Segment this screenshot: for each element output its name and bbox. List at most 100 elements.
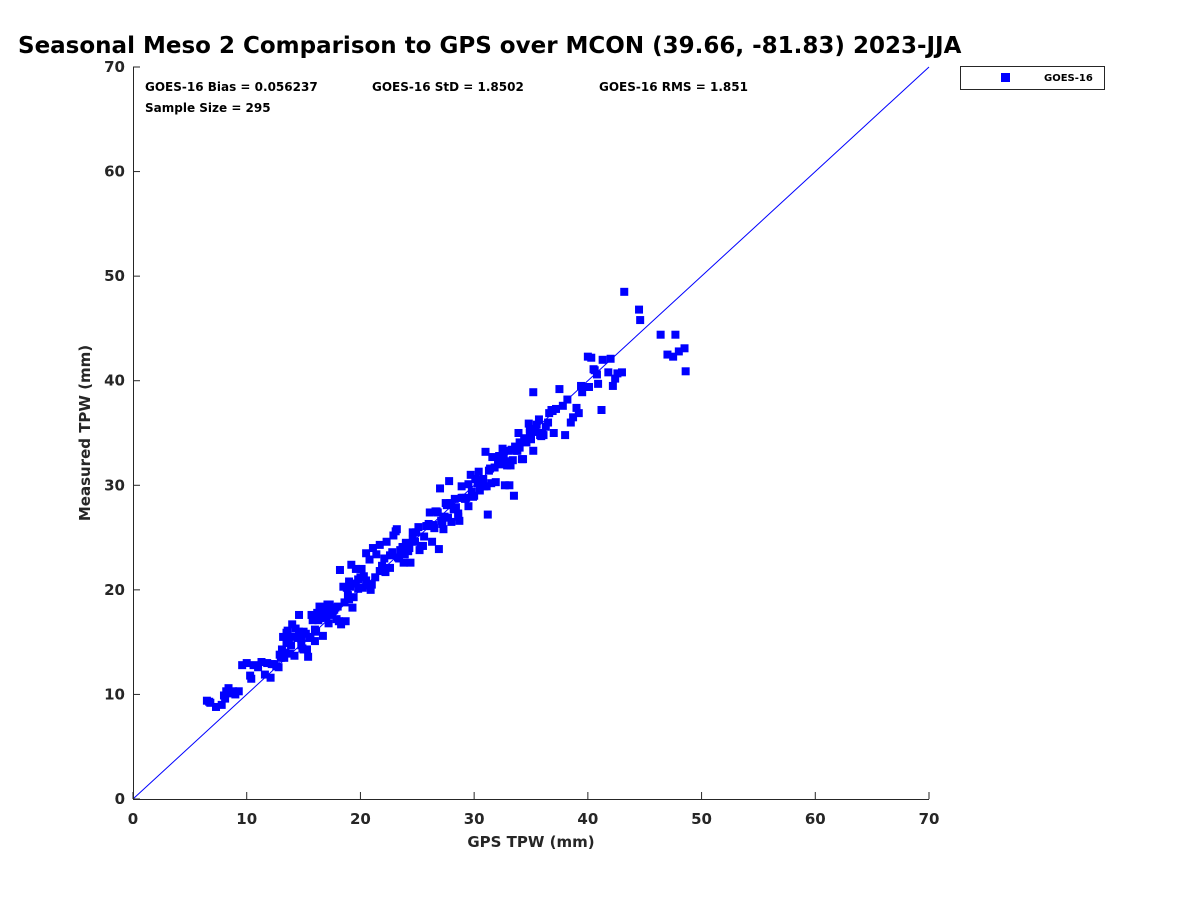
data-point <box>680 344 689 353</box>
data-point <box>498 444 507 453</box>
data-point <box>482 482 491 491</box>
data-point <box>671 330 680 339</box>
data-point <box>587 353 596 362</box>
data-point <box>620 287 629 296</box>
data-point <box>483 510 492 519</box>
data-point <box>297 635 306 644</box>
x-ticks: 0 10 20 30 40 50 60 70 <box>128 792 940 828</box>
data-point <box>335 565 344 574</box>
data-point <box>428 537 437 546</box>
data-point <box>290 651 299 660</box>
data-point <box>396 546 405 555</box>
data-point <box>365 555 374 564</box>
data-point <box>598 355 607 364</box>
data-point <box>436 484 445 493</box>
data-point <box>382 537 391 546</box>
data-point <box>592 370 601 379</box>
data-point <box>388 548 397 557</box>
data-point <box>343 591 352 600</box>
data-point <box>281 648 290 657</box>
data-point <box>412 528 421 537</box>
data-point <box>569 413 578 422</box>
data-point <box>488 453 497 462</box>
data-point <box>635 305 644 314</box>
data-point <box>270 660 279 669</box>
data-point <box>276 653 285 662</box>
data-point <box>522 438 531 447</box>
data-point <box>372 550 381 559</box>
data-point <box>447 517 456 526</box>
chart-title: Seasonal Meso 2 Comparison to GPS over M… <box>18 33 962 59</box>
data-point <box>416 541 425 550</box>
bias-stat: GOES-16 Bias = 0.056237 <box>145 80 318 94</box>
data-point <box>285 649 294 658</box>
data-point <box>302 645 311 654</box>
data-point <box>464 480 473 489</box>
data-point <box>617 368 626 377</box>
data-point <box>495 452 504 461</box>
data-point <box>375 567 384 576</box>
data-point <box>399 558 408 567</box>
data-point <box>205 697 214 706</box>
data-point <box>525 424 534 433</box>
data-point <box>424 519 433 528</box>
data-point <box>320 612 329 620</box>
data-point <box>441 499 450 508</box>
data-point <box>486 464 495 473</box>
data-point <box>310 637 319 646</box>
data-point <box>401 538 410 547</box>
x-tick-label: 70 <box>919 810 940 828</box>
data-point <box>238 661 247 670</box>
std-stat: GOES-16 StD = 1.8502 <box>372 80 524 94</box>
data-point <box>656 330 665 339</box>
data-point <box>494 458 503 467</box>
data-point <box>351 564 360 573</box>
data-point <box>434 545 443 554</box>
data-point <box>594 379 603 388</box>
x-tick-label: 0 <box>128 810 138 828</box>
data-point <box>279 632 288 641</box>
x-axis-label: GPS TPW (mm) <box>467 833 594 851</box>
data-point <box>674 347 683 356</box>
data-point <box>308 616 317 625</box>
y-tick-label: 40 <box>104 372 125 390</box>
data-point <box>295 610 304 619</box>
data-point <box>385 563 394 572</box>
data-point <box>450 494 459 503</box>
x-tick-label: 10 <box>236 810 257 828</box>
data-point <box>357 564 366 573</box>
data-point <box>323 600 332 609</box>
data-point <box>529 446 538 455</box>
data-point <box>527 435 535 444</box>
data-point <box>574 409 583 418</box>
data-point <box>375 540 384 549</box>
data-point <box>217 700 226 709</box>
data-point <box>358 583 367 592</box>
data-point <box>348 603 357 612</box>
data-point <box>437 516 446 525</box>
data-point <box>431 507 440 516</box>
data-point <box>414 523 423 532</box>
y-tick-label: 70 <box>104 58 125 76</box>
data-point <box>340 598 349 607</box>
data-point <box>328 610 336 619</box>
data-point <box>324 619 333 628</box>
data-point <box>247 674 256 683</box>
data-point <box>663 350 672 359</box>
data-point <box>455 516 464 525</box>
data-point <box>430 524 439 533</box>
data-point <box>443 513 452 522</box>
legend-marker-goes-16 <box>1001 73 1010 82</box>
data-point <box>597 405 606 414</box>
data-point <box>520 434 529 443</box>
data-point <box>368 544 377 553</box>
data-point <box>298 644 307 653</box>
data-point <box>669 352 678 361</box>
data-point <box>312 627 321 636</box>
data-point <box>473 479 482 488</box>
x-tick-label: 60 <box>805 810 826 828</box>
data-point <box>517 455 526 464</box>
x-tick-label: 20 <box>350 810 371 828</box>
data-point <box>314 616 323 625</box>
